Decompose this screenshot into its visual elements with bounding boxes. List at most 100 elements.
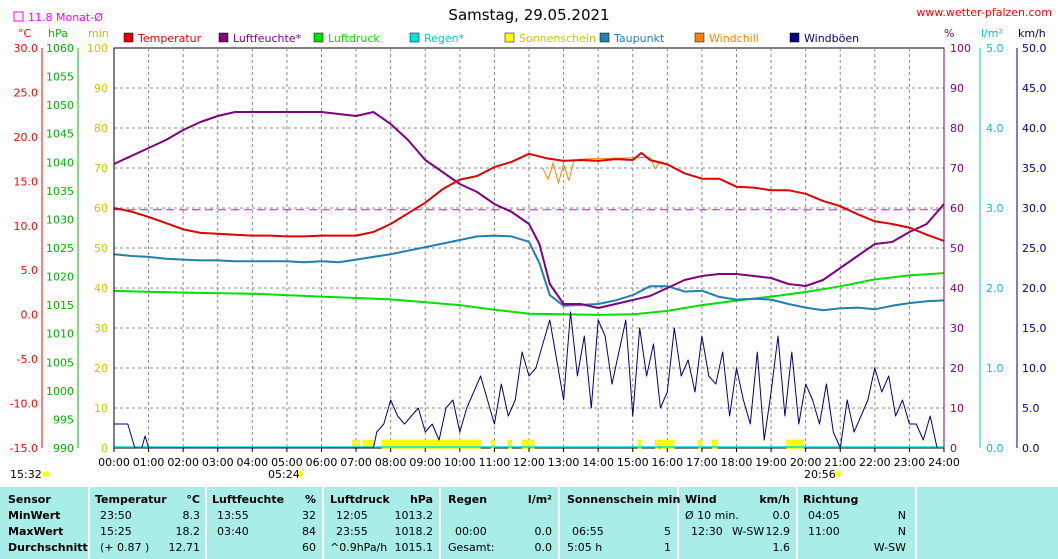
sunshine-bar [381,439,481,449]
stats-col-hum [207,487,322,559]
legend-label: Taupunkt [613,32,665,45]
hum-tick-label: 10 [950,402,964,415]
month-avg-label: 11.8 Monat-Ø [28,11,103,24]
hum-tick-label: 60 [950,202,964,215]
temp-tick-label: 10.0 [14,220,39,233]
x-tick-label: 00:00 [98,456,130,469]
press-tick-label: 1050 [46,99,74,112]
x-tick-label: 05:00 [271,456,303,469]
temp-tick-label: 15.0 [14,175,39,188]
temp-tick-label: 25.0 [14,86,39,99]
sunshine-bar [786,439,805,449]
unit-wind: km/h [1018,27,1046,40]
wind-tick-label: 25.0 [1022,242,1047,255]
row-min-label: MinWert [8,509,61,522]
unit-rain: l/m² [981,27,1003,40]
sunshine-bar [508,439,512,449]
wind-tick-label: 10.0 [1022,362,1047,375]
sun-tick-label: 10 [94,402,108,415]
stats-col-dir [798,487,915,559]
press-tick-label: 1030 [46,213,74,226]
sun-tick-label: 90 [94,82,108,95]
wind-tick-label: 40.0 [1022,122,1047,135]
rain-tick-label: 3.0 [986,202,1004,215]
hdr-rain: Regen [448,493,488,506]
hdr-sensor: Sensor [8,493,51,506]
temp-tick-label: 20.0 [14,131,39,144]
avg-press-val: 1015.1 [394,541,434,554]
avg-temp-val: 12.71 [168,541,201,554]
sunshine-bar [521,439,530,449]
sunshine-bar [530,439,535,449]
press-tick-label: 1010 [46,328,74,341]
sunshine-bar [698,439,703,449]
sun-tick-label: 100 [87,42,108,55]
min-hum-time: 13:55 [217,509,249,522]
hdr-hum: Luftfeuchte [212,493,285,506]
legend-swatch [123,32,134,43]
sun-tick-label: 0 [101,442,108,455]
max-rain-time: 00:00 [455,525,487,538]
hum-tick-label: 70 [950,162,964,175]
hdr-temp-unit: °C [186,493,200,506]
x-tick-label: 01:00 [133,456,165,469]
max-sun-time: 06:55 [572,525,604,538]
rain-tick-label: 1.0 [986,362,1004,375]
temp-tick-label: -5.0 [17,353,38,366]
min-wind-time: Ø 10 min. [685,509,739,522]
min-temp-time: 23:50 [100,509,132,522]
x-tick-label: 09:00 [409,456,441,469]
min-press-val: 1013.2 [394,509,434,522]
series-temperatur [113,151,945,242]
max-dir-time: 11:00 [808,525,840,538]
avg-press-trend: ^0.9hPa/h [330,541,388,554]
hdr-rain-unit: l/m² [527,493,552,506]
sunshine-bar [654,439,659,449]
stats-col-temp [90,487,205,559]
max-rain-val: 0.0 [534,525,553,538]
hum-tick-label: 0 [950,442,957,455]
press-tick-label: 1055 [46,71,74,84]
x-tick-label: 07:00 [340,456,372,469]
min-wind-val: 0.0 [772,509,791,522]
wind-tick-label: 15.0 [1022,322,1047,335]
stats-col-sun [560,487,677,559]
stats-col-sensor [0,487,88,559]
x-tick-label: 23:00 [894,456,926,469]
legend-label: Luftfeuchte* [233,32,302,45]
stats-col-wind [679,487,796,559]
press-tick-label: 1060 [46,42,74,55]
stats-col-press [324,487,439,559]
temp-tick-label: -10.0 [10,398,38,411]
x-tick-label: 12:00 [513,456,545,469]
unit-temp: °C [18,27,32,40]
hum-tick-label: 100 [950,42,971,55]
stats-col-rain [441,487,558,559]
x-tick-label: 22:00 [859,456,891,469]
temp-tick-label: 30.0 [14,42,39,55]
press-tick-label: 1015 [46,299,74,312]
axes: 30.0 25.0 20.0 15.0 10.0 5.0 0.0 -5.0 -10.0 -15.0… [10,42,1047,469]
hum-tick-label: 80 [950,122,964,135]
series-luftfeuchte [113,111,945,309]
current-time-label: 15:32 [10,468,42,481]
wind-tick-label: 5.0 [1022,402,1040,415]
sunshine-bar [712,439,718,449]
avg-sun-val: 1 [664,541,671,554]
max-hum-time: 03:40 [217,525,249,538]
legend-label: Luftdruck [328,32,380,45]
press-tick-label: 1005 [46,356,74,369]
series-lines [113,111,945,449]
wind-tick-label: 0.0 [1022,442,1040,455]
press-tick-label: 1040 [46,156,74,169]
max-dir-val: N [897,525,906,538]
max-press-val: 1018.2 [394,525,434,538]
unit-min: min [88,27,109,40]
x-tick-label: 08:00 [375,456,407,469]
wind-tick-label: 35.0 [1022,162,1047,175]
hum-tick-label: 50 [950,242,964,255]
max-hum-val: 84 [302,525,316,538]
site-link[interactable]: www.wetter-pfalzen.com [916,6,1052,19]
legend-swatch [599,32,610,43]
wind-tick-label: 30.0 [1022,202,1047,215]
